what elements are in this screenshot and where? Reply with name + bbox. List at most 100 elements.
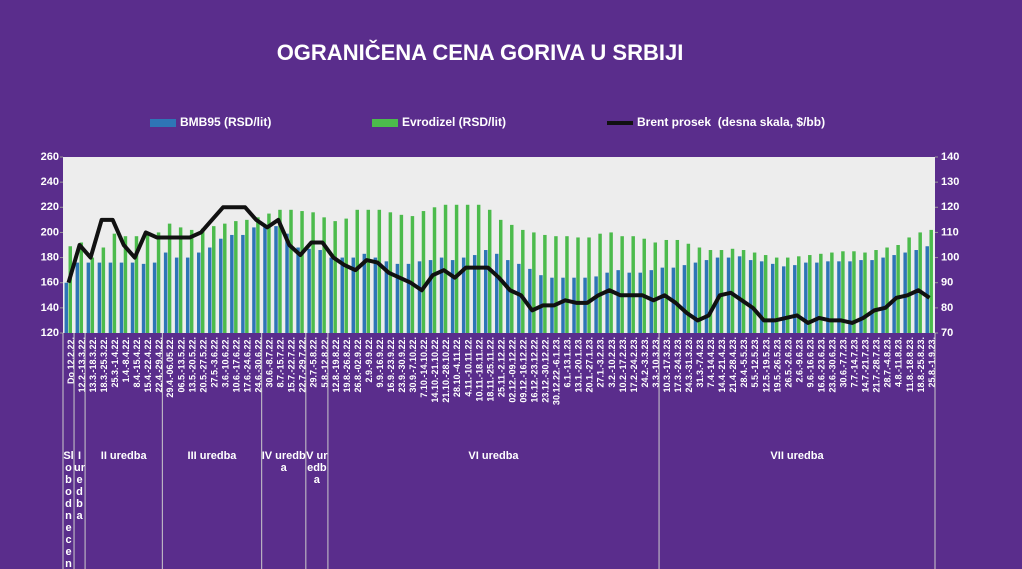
bar bbox=[797, 256, 801, 333]
x-tick-label: 18.8.-25.8.23. bbox=[916, 337, 926, 393]
bar bbox=[572, 277, 576, 333]
bar bbox=[101, 247, 106, 333]
bar bbox=[892, 255, 896, 333]
bar bbox=[373, 257, 378, 333]
x-tick-label: 3.2.-10.2.23. bbox=[607, 337, 617, 388]
bar bbox=[616, 270, 620, 333]
bar bbox=[483, 250, 488, 333]
bar bbox=[752, 252, 757, 333]
bar bbox=[521, 229, 525, 333]
bar bbox=[274, 226, 278, 333]
bar bbox=[123, 236, 128, 333]
bar bbox=[907, 237, 911, 333]
x-tick-label: 27.1.-3.2.23. bbox=[596, 337, 606, 388]
x-tick-label: 30.6.-8.7.22. bbox=[265, 337, 275, 388]
bar bbox=[318, 250, 322, 333]
y-tick-label: 220 bbox=[41, 201, 59, 213]
y-tick-label: 180 bbox=[41, 251, 59, 263]
bar bbox=[200, 228, 205, 333]
x-tick-label: 20.1.-27.1.23. bbox=[585, 337, 595, 393]
x-tick-label: 4.8.-11.8.23. bbox=[894, 337, 904, 387]
y-tick-label: 260 bbox=[41, 151, 59, 163]
x-tick-label: 25.8.-1.9.23. bbox=[927, 337, 937, 388]
bar bbox=[609, 232, 613, 333]
bar bbox=[664, 239, 669, 333]
x-tick-label: 8.4.-15.4.22. bbox=[132, 337, 142, 388]
x-tick-label: 16.12.-23.12.22. bbox=[529, 337, 539, 403]
x-tick-label: 1.4.-8.4.22. bbox=[121, 337, 131, 383]
y2-tick-label: 70 bbox=[941, 327, 953, 339]
bar bbox=[499, 219, 503, 333]
bar bbox=[75, 262, 80, 333]
x-tick-label: 13.5.-20.5.22. bbox=[187, 337, 197, 393]
bar bbox=[178, 227, 183, 333]
bar bbox=[417, 261, 422, 333]
bar bbox=[152, 262, 157, 333]
bar bbox=[322, 217, 326, 333]
y2-tick-label: 100 bbox=[941, 251, 959, 263]
bar bbox=[528, 268, 532, 333]
legend-swatch bbox=[150, 119, 176, 127]
bar bbox=[230, 234, 234, 333]
x-tick-label: 14.7.-21.7.23. bbox=[861, 337, 871, 393]
bar bbox=[68, 246, 72, 333]
bar bbox=[774, 257, 779, 333]
x-tick-label: 18.11.-25.11.22. bbox=[485, 337, 495, 402]
bar bbox=[642, 238, 646, 333]
bar bbox=[461, 257, 466, 333]
x-tick-label: 29.7.-5.8.22. bbox=[309, 337, 319, 388]
bar bbox=[605, 272, 609, 333]
x-tick-label: 16.9.-23.9.22. bbox=[386, 337, 396, 393]
x-tick-label: 17.3.-24.3.23. bbox=[673, 337, 683, 393]
bar bbox=[263, 226, 267, 333]
legend-swatch bbox=[372, 119, 398, 127]
bar bbox=[830, 252, 834, 333]
period-label: VI uredba bbox=[468, 450, 519, 462]
y2-tick-label: 120 bbox=[941, 201, 959, 213]
bar bbox=[841, 251, 845, 333]
bar bbox=[693, 262, 698, 333]
bar bbox=[362, 253, 367, 333]
bar bbox=[399, 214, 404, 333]
bar bbox=[517, 263, 521, 333]
bar bbox=[918, 232, 922, 333]
x-tick-label: 10.6.-17.6.22. bbox=[231, 337, 241, 393]
x-tick-label: 12.8.-19.8.22. bbox=[331, 337, 341, 393]
bar bbox=[510, 224, 514, 333]
x-tick-label: 17.2.-24.2.23. bbox=[629, 337, 639, 393]
y2-tick-label: 130 bbox=[941, 176, 959, 188]
bar bbox=[896, 245, 900, 333]
bar bbox=[638, 272, 642, 333]
bar bbox=[804, 262, 808, 333]
bar bbox=[197, 252, 201, 333]
x-tick-label: 3.3.-10.3.23. bbox=[651, 337, 661, 388]
x-tick-label: 13.3.-18.3.22. bbox=[88, 337, 98, 393]
bar bbox=[212, 226, 216, 333]
bar bbox=[311, 212, 315, 333]
bar bbox=[432, 207, 437, 333]
bar bbox=[450, 260, 455, 333]
bar bbox=[730, 248, 735, 333]
bar bbox=[241, 234, 245, 333]
bar bbox=[189, 229, 194, 333]
x-tick-label: 3.6.-10.6.22. bbox=[220, 337, 230, 388]
x-tick-label: 14.4.-21.4.23. bbox=[717, 337, 727, 393]
bar bbox=[594, 276, 598, 333]
bar bbox=[543, 234, 547, 333]
bar bbox=[145, 233, 150, 333]
y2-tick-label: 140 bbox=[941, 151, 959, 163]
x-tick-label: 18.3.-25.3.22. bbox=[99, 337, 109, 393]
x-tick-label: 5.5.-12.5.23. bbox=[750, 337, 760, 388]
bar bbox=[819, 253, 823, 333]
bar bbox=[245, 219, 249, 333]
x-tick-label: 22.7.-29.7.22. bbox=[298, 337, 308, 393]
bar bbox=[344, 218, 348, 333]
x-tick-label: 21.4.-28.4.23. bbox=[728, 337, 738, 393]
x-tick-label: 28.4.-5.5.23. bbox=[739, 337, 749, 388]
x-tick-label: 31.3.-7.4.23. bbox=[695, 337, 705, 388]
bar bbox=[653, 242, 658, 333]
bar bbox=[410, 216, 415, 333]
bar bbox=[782, 266, 786, 333]
period-label: Slobodne cene bbox=[63, 450, 74, 569]
bar bbox=[737, 256, 742, 333]
